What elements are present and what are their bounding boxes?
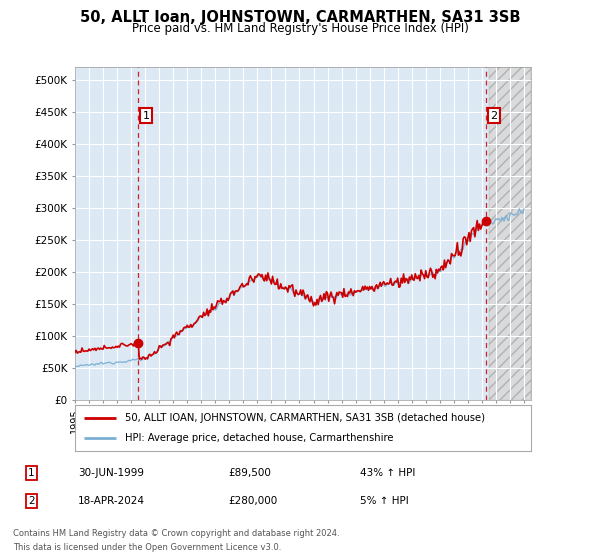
Text: 50, ALLT Ioan, JOHNSTOWN, CARMARTHEN, SA31 3SB: 50, ALLT Ioan, JOHNSTOWN, CARMARTHEN, SA… (80, 10, 520, 25)
Text: 1: 1 (28, 468, 35, 478)
Bar (489, 67, 531, 400)
Text: Price paid vs. HM Land Registry's House Price Index (HPI): Price paid vs. HM Land Registry's House … (131, 22, 469, 35)
Text: 2: 2 (490, 110, 497, 120)
Text: 1: 1 (142, 110, 149, 120)
Text: 5% ↑ HPI: 5% ↑ HPI (360, 496, 409, 506)
Text: This data is licensed under the Open Government Licence v3.0.: This data is licensed under the Open Gov… (13, 543, 281, 552)
Text: Contains HM Land Registry data © Crown copyright and database right 2024.: Contains HM Land Registry data © Crown c… (13, 529, 340, 538)
Text: 2: 2 (28, 496, 35, 506)
Text: 30-JUN-1999: 30-JUN-1999 (78, 468, 144, 478)
Text: 43% ↑ HPI: 43% ↑ HPI (360, 468, 415, 478)
Text: HPI: Average price, detached house, Carmarthenshire: HPI: Average price, detached house, Carm… (125, 433, 394, 443)
Text: 50, ALLT IOAN, JOHNSTOWN, CARMARTHEN, SA31 3SB (detached house): 50, ALLT IOAN, JOHNSTOWN, CARMARTHEN, SA… (125, 413, 485, 423)
Text: 18-APR-2024: 18-APR-2024 (78, 496, 145, 506)
Text: £89,500: £89,500 (228, 468, 271, 478)
Text: £280,000: £280,000 (228, 496, 277, 506)
